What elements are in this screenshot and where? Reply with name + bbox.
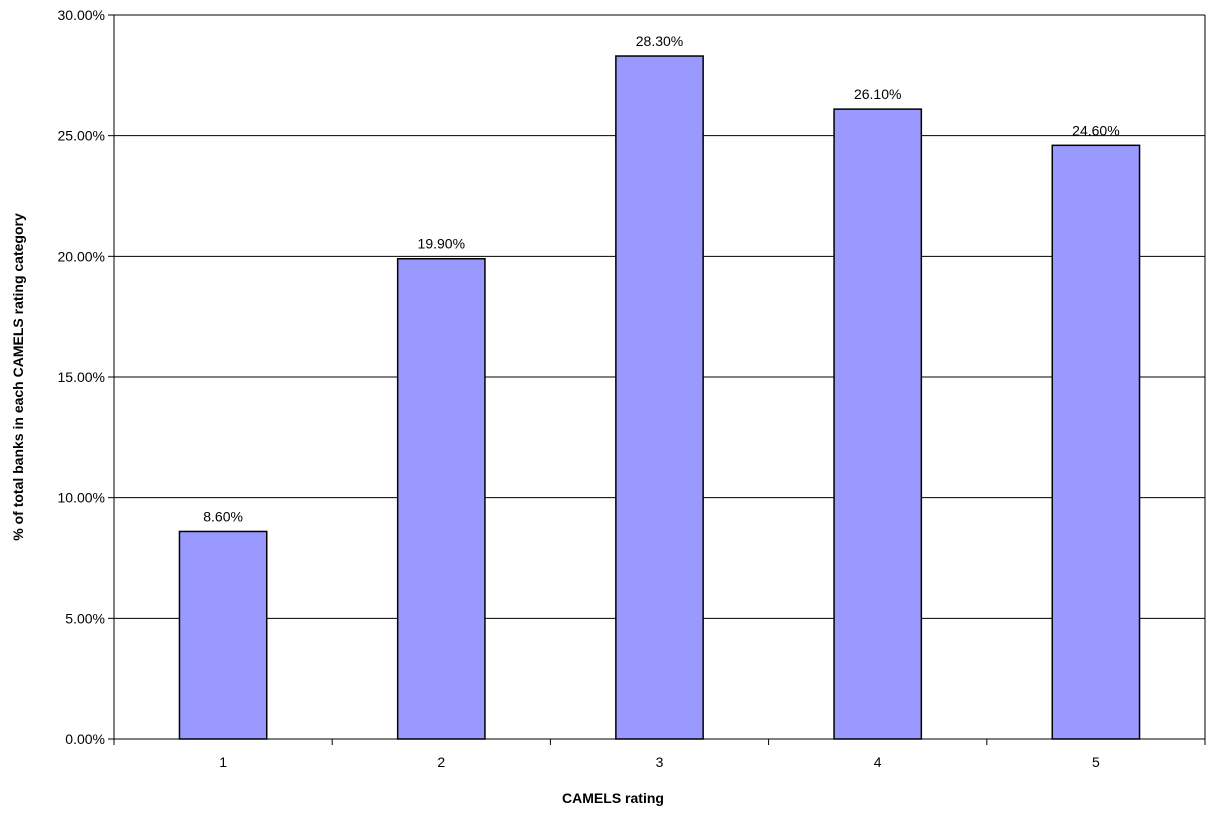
x-tick-label-1: 1 [219,754,227,770]
y-tick-label: 10.00% [58,490,105,506]
bar-5 [1051,144,1141,740]
y-tick-label: 30.00% [58,7,105,23]
y-tick-label: 0.00% [65,731,105,747]
labels: 0.00% 5.00% 10.00% 15.00% 20.00% 25.00% 30.00%… [58,7,1120,770]
x-tick-label-2: 2 [437,754,445,770]
data-label-4: 26.10% [854,86,901,102]
x-tick-label-3: 3 [656,754,664,770]
data-label-3: 28.30% [636,33,683,49]
bars [178,55,1141,740]
y-tick-label: 20.00% [58,248,105,264]
y-tick-label: 5.00% [65,610,105,626]
data-label-2: 19.90% [418,236,465,252]
x-axis-title: CAMELS rating [562,790,664,806]
y-tick-label: 15.00% [58,369,105,385]
y-axis-title: % of total banks in each CAMELS rating c… [10,213,26,541]
data-label-1: 8.60% [203,508,243,524]
x-tick-label-4: 4 [874,754,882,770]
bar-1 [178,530,268,740]
y-tick-label: 25.00% [58,128,105,144]
bar-4 [833,108,923,740]
bar-2 [396,257,486,740]
bar-3 [615,55,704,740]
axes [108,14,1206,745]
x-tick-label-5: 5 [1092,754,1100,770]
data-label-5: 24.60% [1072,122,1119,138]
